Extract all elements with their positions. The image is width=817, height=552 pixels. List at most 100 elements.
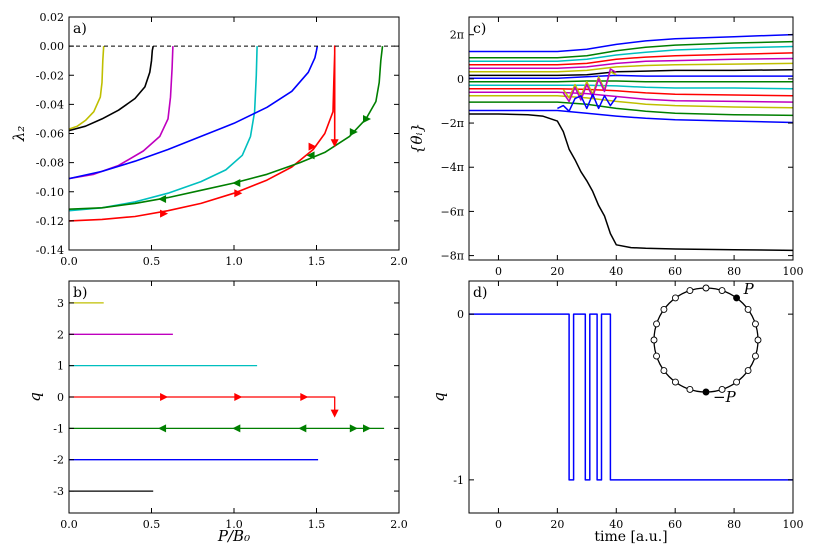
- ring-node: [686, 386, 694, 393]
- ring-node: [718, 287, 726, 294]
- x-tick-label: 2.0: [390, 255, 408, 268]
- series-group: [469, 33, 793, 252]
- y-tick-label: -2: [53, 454, 64, 467]
- ring-node: [752, 352, 759, 360]
- ring-node: [660, 305, 668, 313]
- ring-node: [718, 386, 726, 393]
- series-line: [68, 45, 319, 180]
- plot-frame: [468, 16, 794, 261]
- arrow-marker: [160, 393, 169, 401]
- arrow-marker: [330, 139, 339, 148]
- y-tick-label: −8π: [441, 250, 464, 263]
- ring-node: [671, 294, 679, 302]
- x-tick-label: 20: [550, 518, 564, 531]
- y-axis-label: q: [26, 392, 44, 402]
- panel-label: a): [73, 21, 87, 37]
- ring-node-label: P: [743, 280, 755, 298]
- ring-node: [744, 367, 752, 375]
- x-axis-label: P/B₀: [217, 527, 250, 545]
- x-tick-label: 0.0: [60, 255, 78, 268]
- plot-frame: [68, 16, 400, 251]
- panel-b: b) 0.0 0.5 1.0 1.5 2.0 3 2 1 0 -1 -2 -3 q P/B₀: [26, 280, 408, 545]
- x-tick-label: 60: [668, 518, 682, 531]
- x-tick-label: 0.5: [143, 255, 161, 268]
- series-line: [68, 46, 384, 210]
- arrow-marker: [300, 393, 309, 401]
- series-line: [469, 57, 793, 70]
- ring-node: [660, 367, 668, 375]
- series-line: [562, 68, 617, 103]
- ring-node: [733, 378, 741, 386]
- series-line: [469, 84, 793, 90]
- y-tick-label: 0: [57, 391, 64, 404]
- series-line: [469, 109, 793, 124]
- y-axis-label: {θᵢ}: [408, 123, 426, 154]
- series-line: [557, 93, 617, 112]
- y-tick-label: −6π: [441, 205, 464, 218]
- y-tick-label: -0.08: [36, 157, 64, 170]
- panel-label: c): [473, 21, 486, 37]
- arrow-marker: [158, 424, 167, 433]
- series-line: [469, 52, 793, 66]
- inset-ring: P −P: [650, 280, 762, 406]
- x-tick-label: 0.5: [143, 518, 161, 531]
- ring-node: [752, 320, 759, 328]
- y-tick-label: -0.14: [36, 244, 64, 257]
- y-tick-label: 1: [57, 360, 64, 373]
- y-tick-label: -3: [53, 485, 64, 498]
- series-line: [469, 313, 793, 481]
- series-line: [469, 62, 793, 73]
- ring-node: [650, 336, 658, 344]
- arrow-marker: [330, 409, 339, 418]
- y-tick-label: -0.06: [36, 128, 64, 141]
- series-line: [68, 46, 105, 130]
- y-axis-label: q: [430, 392, 448, 402]
- x-tick-label: 0: [495, 518, 502, 531]
- x-tick-label: 1.5: [308, 518, 326, 531]
- series-line: [68, 46, 174, 180]
- ring-node: [744, 305, 752, 313]
- y-tick-label: -0.10: [36, 186, 64, 199]
- x-tick-label: 0.0: [60, 518, 78, 531]
- y-tick-label: 0: [457, 73, 464, 86]
- arrow-marker: [160, 209, 169, 218]
- series-line: [469, 45, 793, 63]
- y-tick-label: -1: [53, 422, 64, 435]
- series-line: [469, 101, 793, 117]
- ring-node: [702, 284, 710, 292]
- series-line: [68, 45, 154, 132]
- arrow-marker: [232, 424, 241, 433]
- y-tick-label: −2π: [441, 117, 464, 130]
- arrow-marker: [234, 189, 243, 198]
- arrow-marker: [349, 424, 358, 433]
- y-tick-label: -0.04: [36, 98, 64, 111]
- x-tick-label: 1.0: [225, 518, 243, 531]
- arrow-marker: [349, 128, 358, 137]
- panel-c: c) 0 20 40 60 80 100 2π 0 −2π −4π −6π −8π {θᵢ}: [408, 16, 804, 278]
- y-tick-label: -0.12: [36, 215, 64, 228]
- ring-circle: [653, 287, 759, 393]
- y-tick-label: 3: [57, 297, 64, 310]
- x-tick-label: 100: [783, 265, 804, 278]
- ring-node: [653, 320, 660, 328]
- ring-node-filled: [702, 388, 710, 396]
- arrow-marker: [363, 424, 371, 433]
- x-tick-label: 40: [609, 265, 623, 278]
- panel-label: b): [73, 285, 87, 301]
- x-tick-label: 60: [668, 265, 682, 278]
- x-tick-label: 100: [783, 518, 804, 531]
- panel-a: a) 0.0 0.5 1.0 1.5 2.0 0.02 0.00 -0.02 -0.04 -0.06…: [10, 11, 408, 268]
- arrow-marker: [232, 179, 241, 188]
- series-line: [469, 33, 793, 53]
- plot-frame: [468, 280, 794, 514]
- x-tick-label: 40: [609, 518, 623, 531]
- y-tick-label: 0.02: [40, 11, 65, 24]
- y-tick-label: -1: [453, 474, 464, 487]
- ring-node-filled: [733, 294, 741, 302]
- series-line: [469, 95, 793, 109]
- series-line: [68, 46, 258, 212]
- x-tick-label: 2.0: [390, 518, 408, 531]
- x-tick-label: 20: [550, 265, 564, 278]
- arrow-marker: [158, 195, 167, 204]
- y-tick-label: 0: [457, 308, 464, 321]
